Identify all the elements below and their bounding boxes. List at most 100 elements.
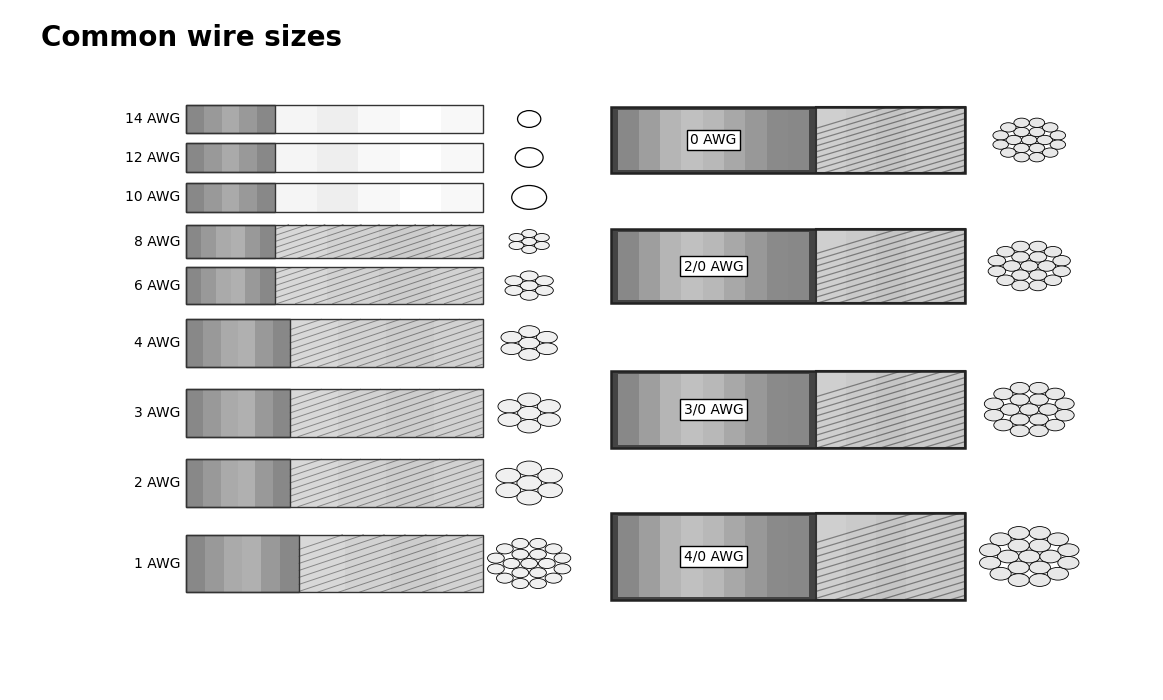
Ellipse shape xyxy=(512,568,529,578)
Bar xyxy=(221,319,238,367)
Circle shape xyxy=(1008,574,1029,587)
Bar xyxy=(611,512,965,601)
Circle shape xyxy=(1046,419,1064,430)
Bar xyxy=(682,515,702,598)
Bar xyxy=(344,535,391,592)
Bar xyxy=(186,267,274,304)
Bar xyxy=(299,535,483,592)
Text: 14 AWG: 14 AWG xyxy=(124,112,180,126)
Bar xyxy=(611,230,965,302)
Bar xyxy=(816,512,965,601)
Bar xyxy=(725,109,745,170)
Bar xyxy=(441,144,483,172)
Bar xyxy=(725,515,745,598)
Bar xyxy=(186,225,274,258)
Bar xyxy=(435,319,483,367)
Ellipse shape xyxy=(537,483,563,498)
Text: 2/0 AWG: 2/0 AWG xyxy=(684,259,743,273)
Circle shape xyxy=(1012,251,1029,262)
Ellipse shape xyxy=(535,286,554,295)
Circle shape xyxy=(1029,561,1050,574)
Bar xyxy=(745,109,766,170)
Bar xyxy=(290,389,338,437)
Bar xyxy=(682,109,702,170)
Bar xyxy=(611,106,816,174)
Bar xyxy=(186,535,299,592)
Text: 1 AWG: 1 AWG xyxy=(134,556,180,570)
Circle shape xyxy=(1011,394,1029,405)
Bar xyxy=(618,109,638,170)
Bar xyxy=(256,389,272,437)
Bar xyxy=(638,109,661,170)
Bar xyxy=(745,515,766,598)
Bar xyxy=(618,515,638,598)
Bar xyxy=(338,389,386,437)
Bar xyxy=(638,232,661,300)
Bar xyxy=(441,183,483,212)
Bar xyxy=(186,105,483,133)
Bar xyxy=(816,512,965,601)
Circle shape xyxy=(984,398,1004,409)
Ellipse shape xyxy=(512,186,547,209)
Circle shape xyxy=(994,419,1013,430)
Circle shape xyxy=(979,556,1000,569)
Bar xyxy=(272,389,290,437)
Bar xyxy=(702,374,725,445)
Circle shape xyxy=(1014,144,1029,153)
Bar xyxy=(611,371,965,448)
Circle shape xyxy=(1008,526,1029,539)
Bar xyxy=(201,267,216,304)
Bar xyxy=(290,319,483,367)
Bar xyxy=(238,319,256,367)
Ellipse shape xyxy=(522,237,536,246)
Bar xyxy=(816,371,965,448)
Circle shape xyxy=(1037,135,1053,145)
Bar xyxy=(906,512,935,601)
Ellipse shape xyxy=(519,337,540,349)
Bar xyxy=(816,230,847,302)
Bar xyxy=(766,515,789,598)
Bar xyxy=(257,144,276,172)
Circle shape xyxy=(989,266,1006,276)
Circle shape xyxy=(1021,135,1037,145)
Bar xyxy=(274,183,316,212)
Circle shape xyxy=(1044,246,1062,257)
Ellipse shape xyxy=(529,538,547,549)
Bar xyxy=(789,374,809,445)
Ellipse shape xyxy=(537,413,561,426)
Circle shape xyxy=(1008,539,1029,552)
Circle shape xyxy=(1039,260,1056,272)
Ellipse shape xyxy=(529,578,547,589)
Ellipse shape xyxy=(522,230,536,237)
Circle shape xyxy=(1000,148,1016,158)
Bar xyxy=(186,535,483,592)
Bar xyxy=(186,535,205,592)
Text: 4 AWG: 4 AWG xyxy=(134,336,180,350)
Bar xyxy=(611,230,816,302)
Ellipse shape xyxy=(518,406,541,420)
Bar xyxy=(611,106,965,174)
Bar xyxy=(379,267,430,304)
Bar xyxy=(272,459,290,507)
Ellipse shape xyxy=(520,281,538,290)
Ellipse shape xyxy=(515,148,543,167)
Bar xyxy=(935,230,965,302)
Bar xyxy=(205,535,223,592)
Circle shape xyxy=(1048,533,1069,545)
Bar xyxy=(876,106,906,174)
Bar xyxy=(257,105,276,133)
Ellipse shape xyxy=(518,419,541,433)
Bar xyxy=(290,319,338,367)
Ellipse shape xyxy=(520,271,538,281)
Bar xyxy=(816,512,847,601)
Bar xyxy=(186,319,483,367)
Bar xyxy=(816,230,965,302)
Bar xyxy=(186,225,201,258)
Bar xyxy=(221,389,238,437)
Bar xyxy=(386,389,435,437)
Bar xyxy=(186,319,290,367)
Circle shape xyxy=(1014,118,1029,127)
Bar xyxy=(400,105,441,133)
Bar xyxy=(338,459,386,507)
Text: 4/0 AWG: 4/0 AWG xyxy=(684,550,743,564)
